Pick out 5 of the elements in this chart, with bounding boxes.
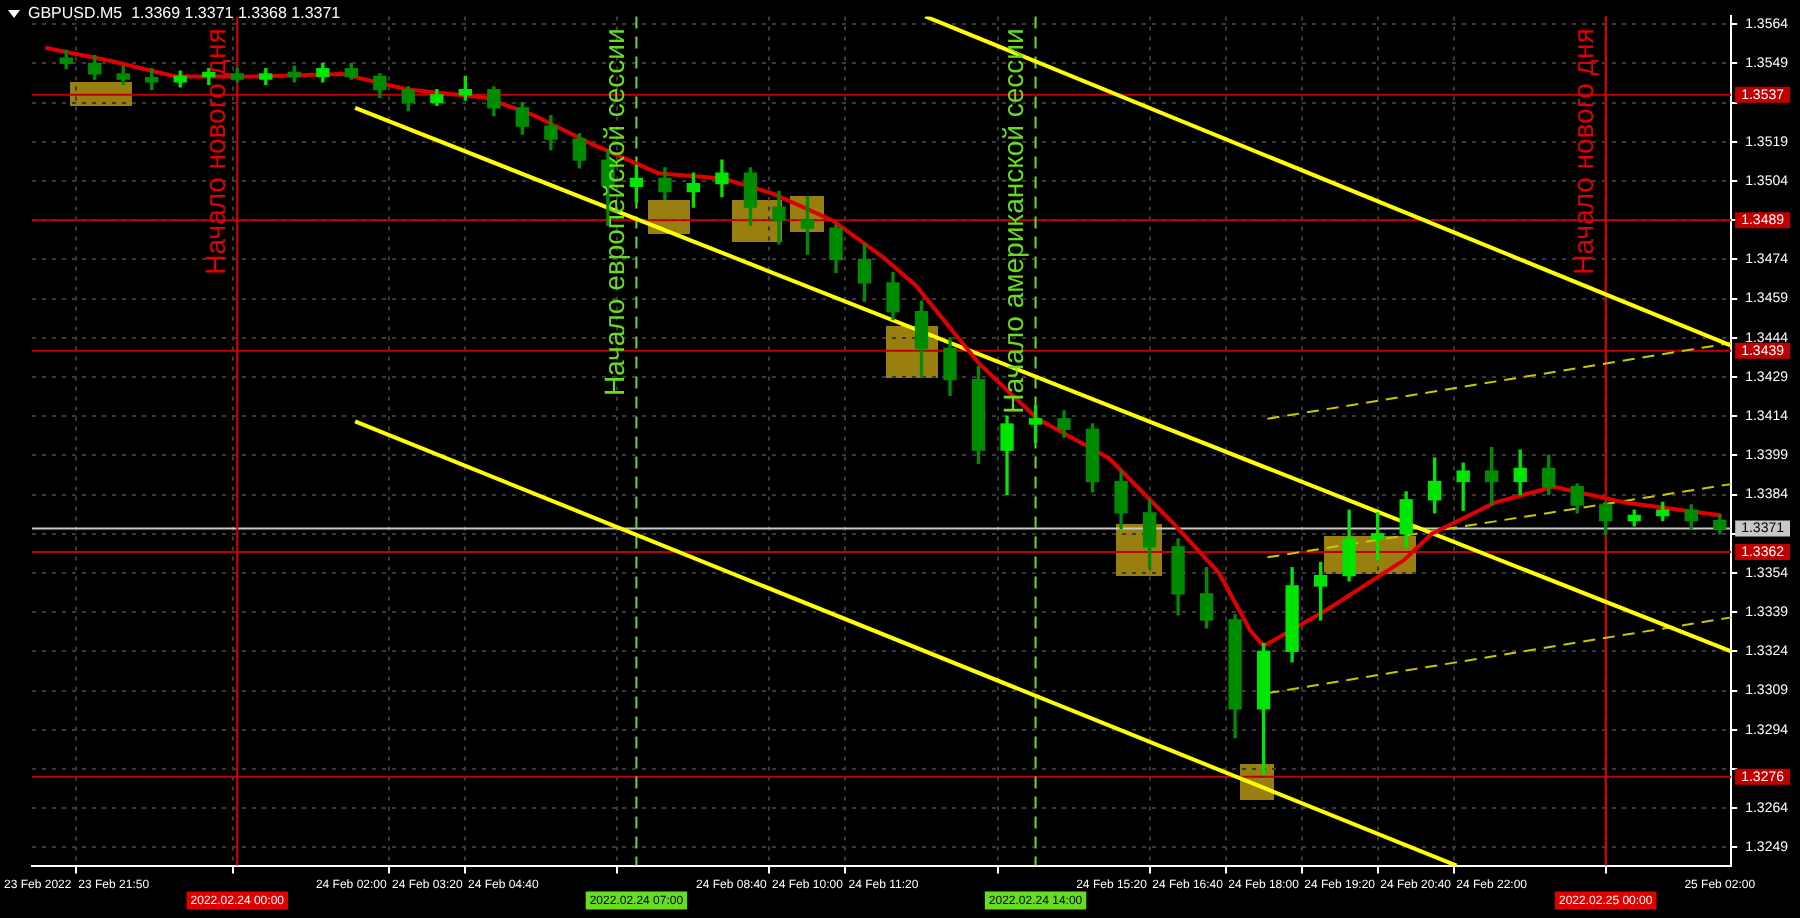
ref-line-label: Начало американской сессии [997,28,1030,414]
chart-title: GBPUSD.M5 1.3369 1.3371 1.3368 1.3371 [28,4,341,22]
ref-line-label: Начало европейской сессии [598,28,631,397]
ref-line-label: Начало нового дня [198,28,231,275]
ref-line-label: Начало нового дня [1567,28,1600,275]
